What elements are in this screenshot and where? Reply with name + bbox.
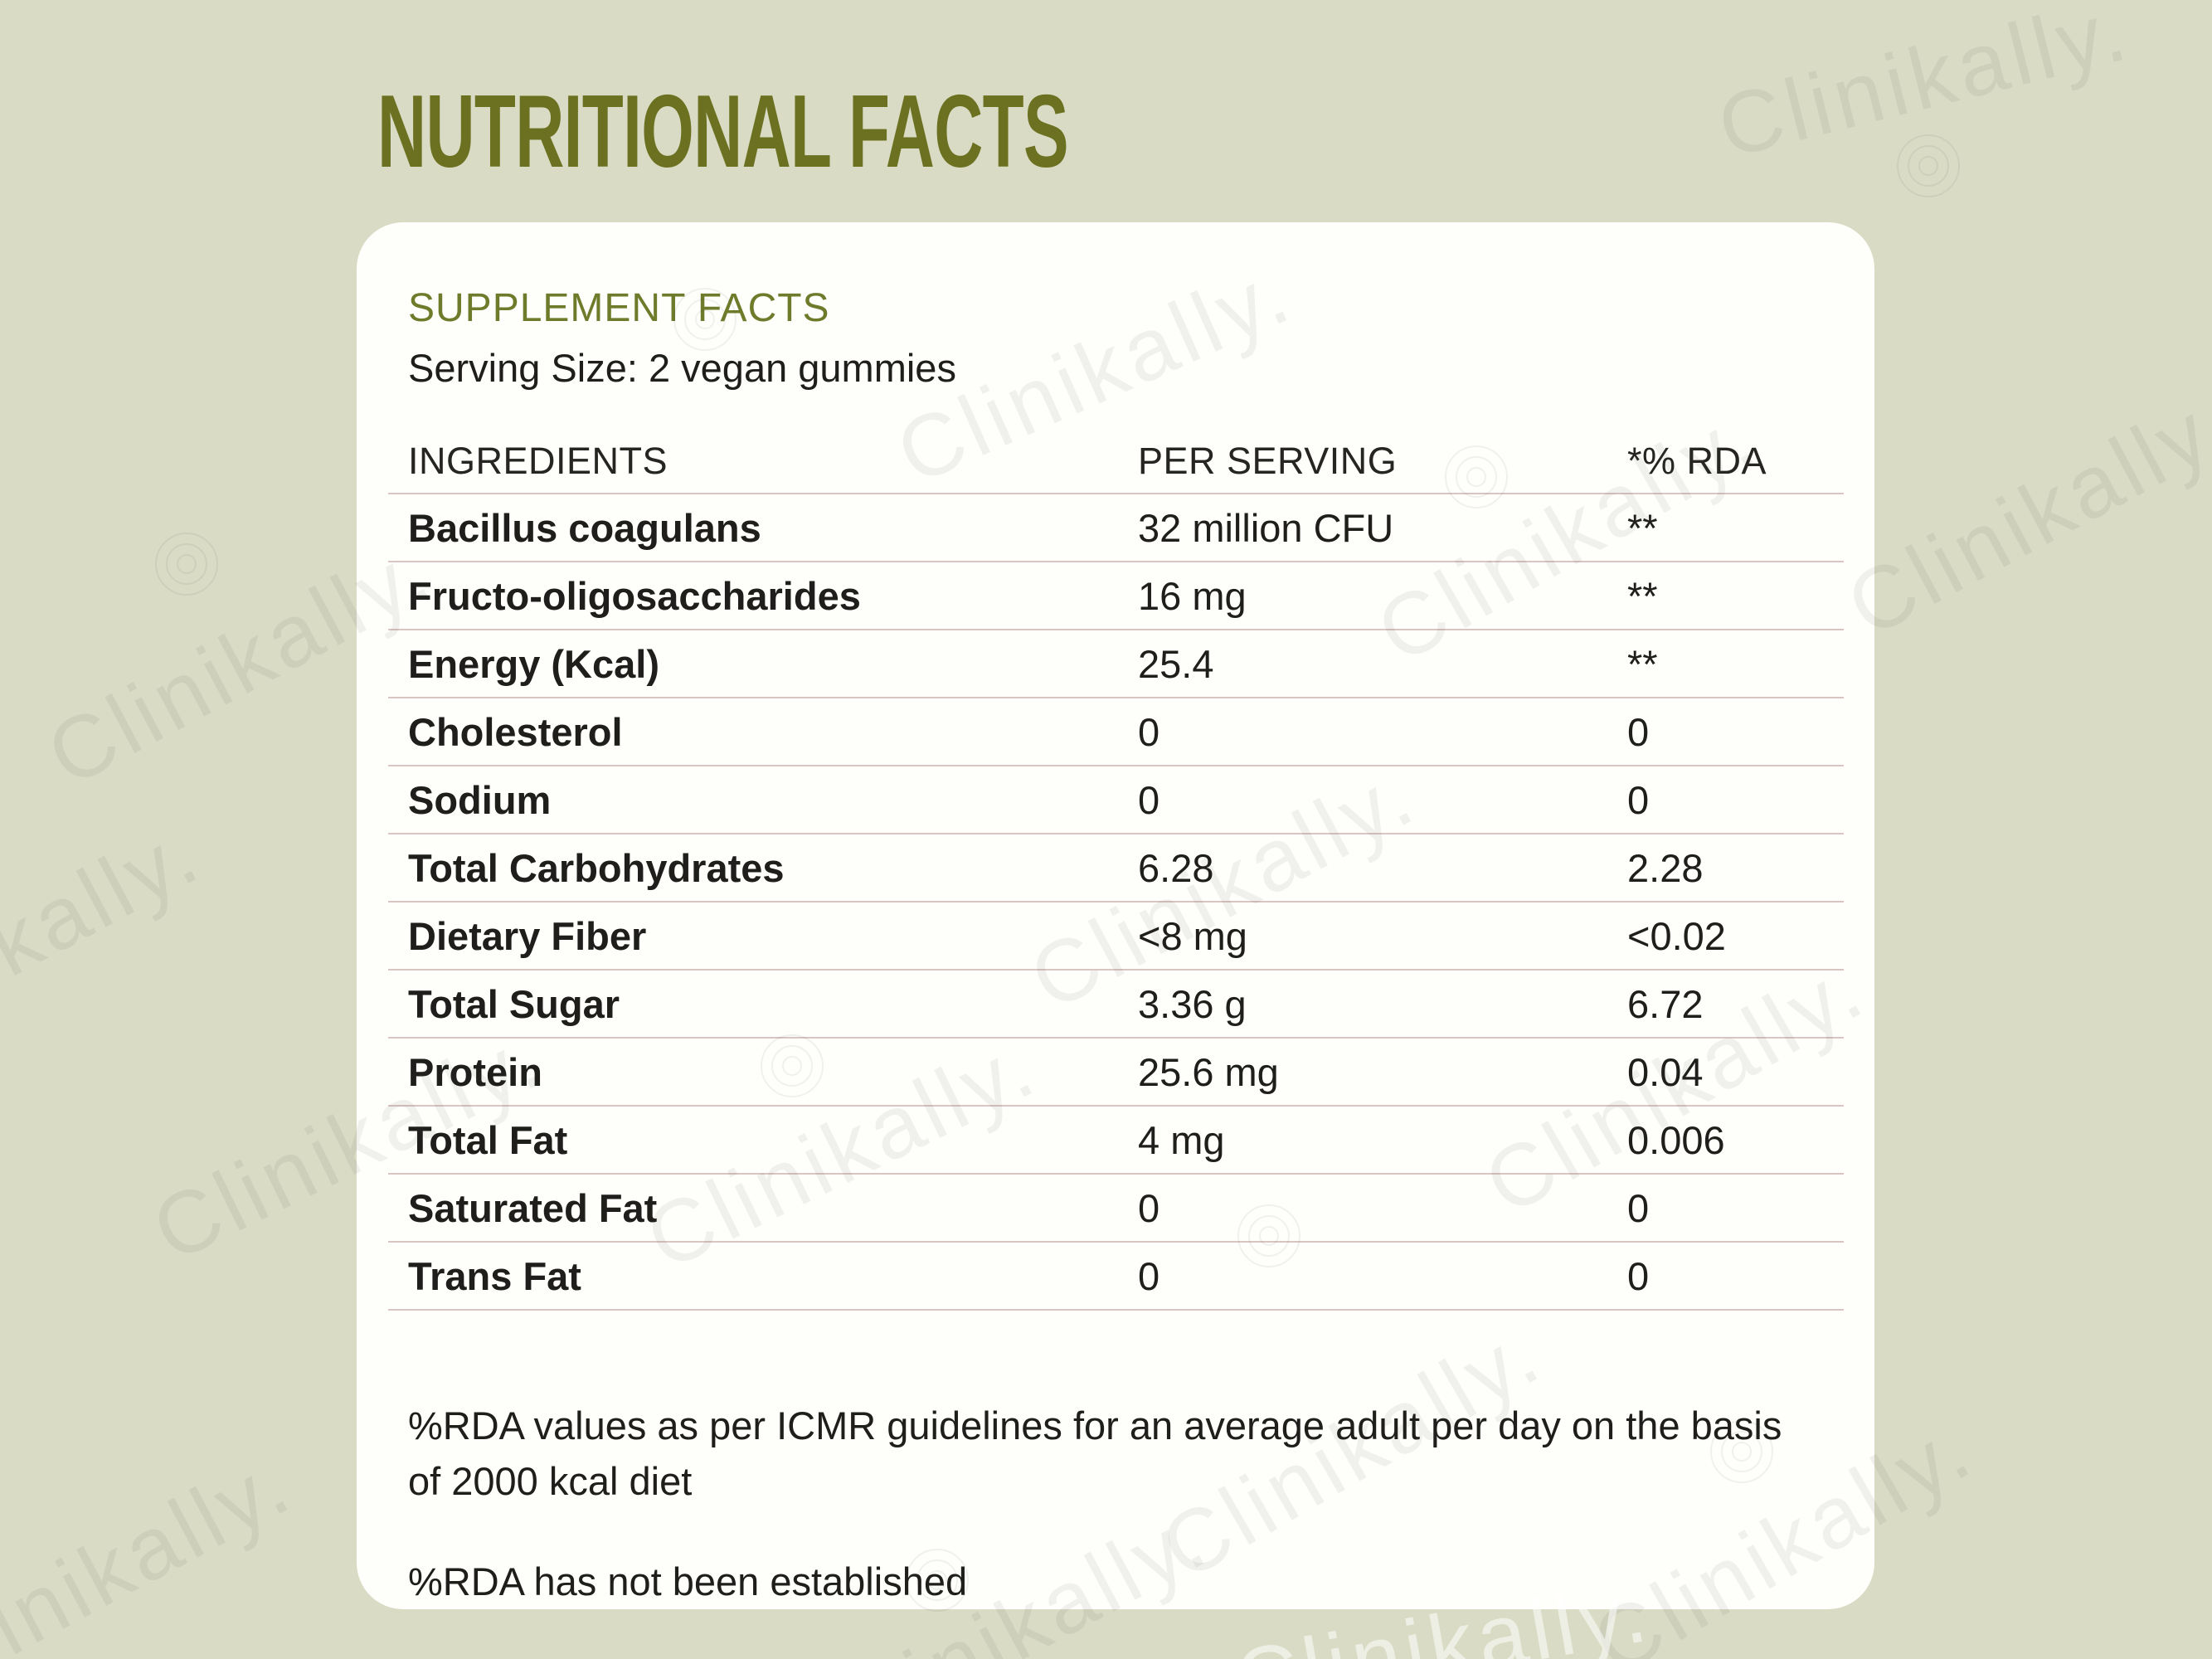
column-header-per-serving: PER SERVING — [1138, 440, 1398, 482]
card-heading: SUPPLEMENT FACTS — [408, 286, 830, 330]
ingredient-name: Total Sugar — [408, 981, 620, 1026]
spiral-logo-icon — [155, 533, 218, 596]
rda-value: ** — [1627, 573, 1658, 618]
rda-value: 0.006 — [1627, 1117, 1725, 1162]
ingredient-name: Protein — [408, 1049, 542, 1094]
ingredient-name: Sodium — [408, 777, 552, 822]
rda-value: ** — [1627, 505, 1658, 550]
rda-value: 2.28 — [1627, 845, 1704, 890]
table-row: Protein 25.6 mg 0.04 — [388, 1039, 1844, 1107]
rda-value: 0 — [1627, 1253, 1650, 1298]
table-row: Energy (Kcal) 25.4 ** — [388, 630, 1844, 698]
per-serving-value: 0 — [1138, 777, 1160, 822]
ingredient-name: Bacillus coagulans — [408, 505, 761, 550]
table-row: Total Carbohydrates 6.28 2.28 — [388, 834, 1844, 902]
spiral-logo-icon — [1897, 134, 1960, 197]
rda-not-established-note: %RDA has not been established — [408, 1559, 968, 1603]
brand-watermark: Clinikally. — [1831, 372, 2212, 656]
ingredient-name: Total Fat — [408, 1117, 568, 1162]
supplement-facts-card: SUPPLEMENT FACTS Serving Size: 2 vegan g… — [357, 222, 1874, 1609]
table-row: Total Sugar 3.36 g 6.72 — [388, 971, 1844, 1039]
rda-value: <0.02 — [1627, 913, 1726, 958]
ingredient-name: Saturated Fat — [408, 1185, 658, 1230]
rda-value: 0 — [1627, 777, 1650, 822]
per-serving-value: 0 — [1138, 1253, 1160, 1298]
rda-value: 0.04 — [1627, 1049, 1704, 1094]
ingredient-name: Energy (Kcal) — [408, 641, 659, 686]
brand-watermark: Clinikally. — [1709, 0, 2140, 177]
rda-value: ** — [1627, 641, 1658, 686]
table-row: Fructo-oligosaccharides 16 mg ** — [388, 562, 1844, 630]
table-row: Total Fat 4 mg 0.006 — [388, 1107, 1844, 1175]
brand-watermark: Clinikally. — [0, 803, 216, 1087]
rda-value: 6.72 — [1627, 981, 1704, 1026]
table-row: Cholesterol 0 0 — [388, 698, 1844, 766]
per-serving-value: 32 million CFU — [1138, 505, 1394, 550]
per-serving-value: 4 mg — [1138, 1117, 1225, 1162]
per-serving-value: 25.4 — [1138, 641, 1214, 686]
per-serving-value: 3.36 g — [1138, 981, 1247, 1026]
page-title: NUTRITIONAL FACTS — [377, 75, 1069, 189]
column-header-rda: *% RDA — [1627, 440, 1767, 482]
ingredient-name: Dietary Fiber — [408, 913, 647, 958]
rda-value: 0 — [1627, 709, 1650, 754]
per-serving-value: 0 — [1138, 1185, 1160, 1230]
per-serving-value: 16 mg — [1138, 573, 1247, 618]
brand-watermark: Clinikally. — [0, 1433, 308, 1659]
table-row: Sodium 0 0 — [388, 766, 1844, 834]
ingredient-name: Trans Fat — [408, 1253, 581, 1298]
rda-guideline-note: %RDA values as per ICMR guidelines for a… — [408, 1404, 1782, 1503]
per-serving-value: 6.28 — [1138, 845, 1214, 890]
table-row: Trans Fat 0 0 — [388, 1243, 1844, 1311]
serving-size: Serving Size: 2 vegan gummies — [408, 346, 956, 390]
per-serving-value: 0 — [1138, 709, 1160, 754]
table-row: Dietary Fiber <8 mg <0.02 — [388, 902, 1844, 971]
nutrition-table: INGREDIENTS PER SERVING *% RDA Bacillus … — [388, 430, 1844, 1311]
table-row: Saturated Fat 0 0 — [388, 1175, 1844, 1243]
table-header-row: INGREDIENTS PER SERVING *% RDA — [388, 430, 1844, 494]
ingredient-name: Total Carbohydrates — [408, 845, 785, 890]
ingredient-name: Cholesterol — [408, 709, 623, 754]
column-header-ingredients: INGREDIENTS — [408, 440, 668, 482]
ingredient-name: Fructo-oligosaccharides — [408, 573, 861, 618]
table-row: Bacillus coagulans 32 million CFU ** — [388, 494, 1844, 562]
per-serving-value: <8 mg — [1138, 913, 1247, 958]
per-serving-value: 25.6 mg — [1138, 1049, 1279, 1094]
rda-value: 0 — [1627, 1185, 1650, 1230]
